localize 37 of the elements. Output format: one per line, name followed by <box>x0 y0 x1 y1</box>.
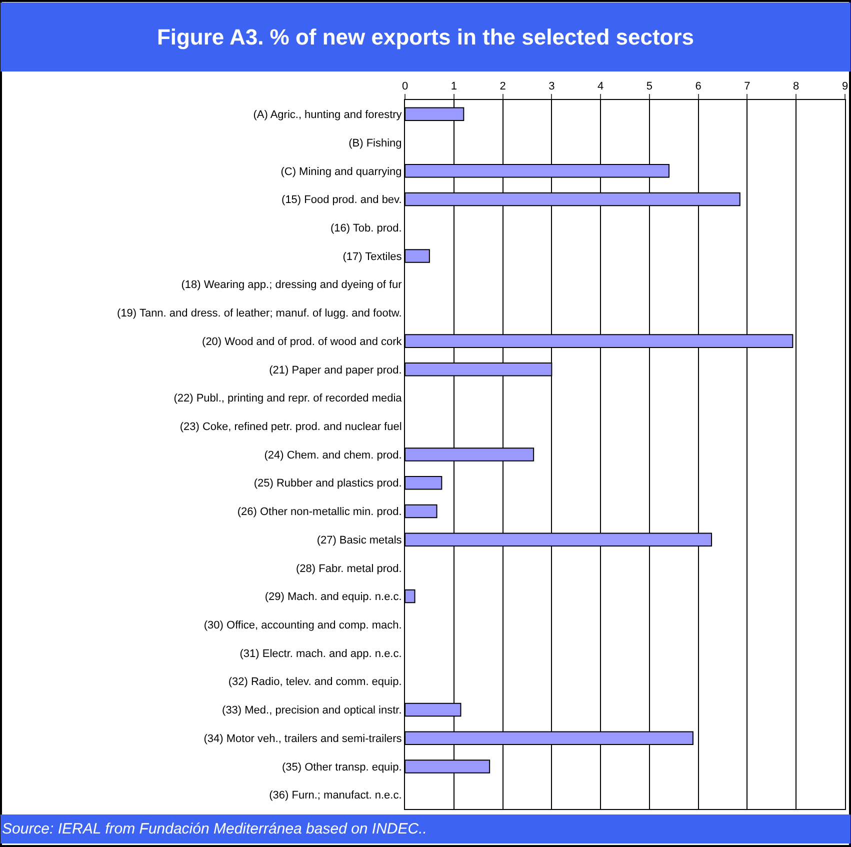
y-tick-label: (31) Electr. mach. and app. n.e.c. <box>240 648 402 660</box>
source-note: Source: IERAL from Fundación Mediterránea based on INDEC.. <box>2 820 427 838</box>
y-tick-label: (33) Med., precision and optical instr. <box>222 704 402 717</box>
y-tick-label: (B) Fishing <box>348 137 402 150</box>
y-tick-label: (20) Wood and of prod. of wood and cork <box>202 336 402 348</box>
y-tick-label: (22) Publ., printing and repr. of recorded media <box>174 392 403 405</box>
y-tick-label: (36) Furn.; manufact. n.e.c. <box>269 790 402 802</box>
y-tick-label: (35) Other transp. equip. <box>282 761 402 774</box>
y-tick-label: (23) Coke, refined petr. prod. and nuclear fuel <box>180 420 402 433</box>
y-tick-label: (24) Chem. and chem. prod. <box>264 449 402 462</box>
y-tick-label: (32) Radio, telev. and comm. equip. <box>228 676 402 688</box>
y-tick-label: (16) Tob. prod. <box>330 222 402 234</box>
x-tick-label: 7 <box>744 80 750 93</box>
y-tick-label: (19) Tann. and dress. of leather; manuf. of lugg. and footw. <box>117 308 402 320</box>
x-tick-label: 1 <box>450 80 457 93</box>
y-tick-label: (15) Food prod. and bev. <box>282 194 402 206</box>
x-tick-label: 9 <box>842 80 848 93</box>
y-tick-label: (17) Textiles <box>342 250 402 263</box>
y-tick-label: (18) Wearing app.; dressing and dyeing of fur <box>181 279 402 292</box>
y-tick-label: (26) Other non-metallic min. prod. <box>237 506 402 518</box>
x-tick-label: 5 <box>646 80 653 93</box>
y-tick-label: (C) Mining and quarrying <box>280 166 402 178</box>
y-tick-label: (21) Paper and paper prod. <box>269 364 402 376</box>
y-tick-label: (28) Fabr. metal prod. <box>296 562 402 575</box>
x-tick-label: 3 <box>548 80 555 93</box>
x-tick-label: 6 <box>695 80 702 93</box>
y-tick-label: (27) Basic metals <box>316 534 402 546</box>
y-tick-label: (25) Rubber and plastics prod. <box>254 478 402 490</box>
y-tick-label: (30) Office, accounting and comp. mach. <box>204 620 402 632</box>
x-tick-label: 4 <box>597 80 604 93</box>
x-tick-label: 2 <box>500 80 506 93</box>
y-tick-label: (34) Motor veh., trailers and semi-trailers <box>204 732 402 745</box>
y-tick-label: (29) Mach. and equip. n.e.c. <box>264 591 402 604</box>
chart-title: Figure A3. % of new exports in the selected sectors <box>156 24 694 50</box>
x-tick-label: 8 <box>793 80 800 93</box>
y-tick-label: (A) Agric., hunting and forestry <box>253 109 402 122</box>
x-tick-label: 0 <box>402 80 408 93</box>
